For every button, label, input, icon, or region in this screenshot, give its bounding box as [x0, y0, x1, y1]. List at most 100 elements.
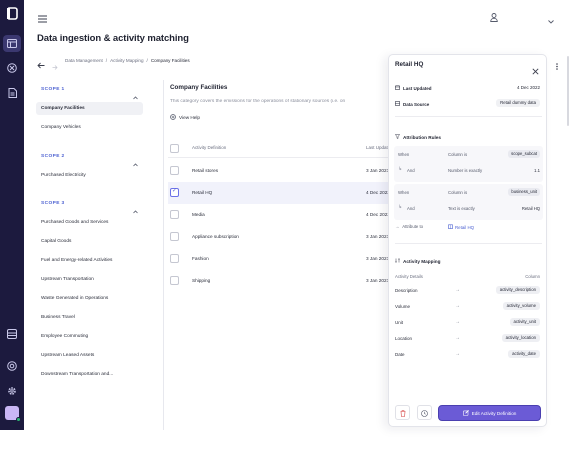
mapping-label: Description — [395, 288, 418, 293]
column-header-activity-definition[interactable]: Activity Definition — [192, 145, 227, 150]
database-icon[interactable] — [5, 327, 19, 341]
attribute-to-link[interactable]: Retail HQ — [448, 224, 474, 230]
last-updated-cell: 3 Jan 2023 — [366, 234, 390, 239]
chevron-down-icon[interactable] — [548, 11, 554, 29]
mapping-column-chip[interactable]: activity_volume — [502, 302, 540, 310]
table-icon[interactable] — [3, 35, 21, 52]
row-checkbox[interactable] — [170, 276, 179, 285]
row-checkbox-checked[interactable] — [170, 187, 179, 197]
table-row[interactable]: Fashion 3 Jan 2023 — [168, 248, 390, 270]
breadcrumb-current: Company Facilities — [150, 58, 190, 63]
nav-item-scope3[interactable]: Waste Generated in Operations — [41, 296, 109, 301]
panel-divider — [395, 116, 542, 117]
table-row[interactable]: Media 4 Dec 2022 — [168, 204, 390, 226]
history-button[interactable] — [417, 405, 432, 420]
chevron-up-icon[interactable] — [133, 154, 138, 172]
attribution-rules-heading: Attribution Rules — [394, 134, 441, 140]
delete-button[interactable] — [395, 405, 410, 420]
attribution-rule[interactable]: When Column is scope_subcat ↳ And Number… — [394, 146, 543, 182]
scrollbar[interactable] — [567, 56, 569, 126]
view-help-link[interactable]: View Help — [170, 114, 200, 121]
last-updated-cell: 3 Jan 2023 — [366, 256, 390, 261]
data-source-row: Data Source — [395, 101, 429, 107]
mapping-column-chip[interactable]: activity_description — [495, 286, 540, 294]
chevron-up-icon[interactable] — [133, 201, 138, 219]
menu-icon[interactable] — [38, 10, 47, 23]
last-updated-cell: 4 Dec 2022 — [366, 190, 390, 195]
help-icon[interactable] — [5, 359, 19, 373]
mapping-column-chip[interactable]: activity_unit — [509, 318, 540, 326]
rule-and: And — [407, 168, 415, 173]
detail-panel: Retail HQ Last Updated 4 Dec 2022 Data S… — [388, 54, 547, 427]
nav-item-scope3[interactable]: Purchased Goods and Services — [41, 220, 109, 225]
nav-item-scope3[interactable]: Downstream Transportation and... — [41, 372, 114, 377]
help-circle-icon — [170, 114, 176, 121]
nav-item-company-vehicles[interactable]: Company Vehicles — [41, 125, 81, 130]
nav-item-scope3[interactable]: Employee Commuting — [41, 334, 89, 339]
nav-item-scope3[interactable]: Upstream Transportation — [41, 277, 94, 282]
return-arrow-icon: ↳ — [398, 166, 403, 172]
mapping-icon — [395, 258, 400, 264]
nav-item-scope3[interactable]: Fuel and Energy-related Activities — [41, 258, 113, 263]
arrow-right-icon: → — [455, 319, 460, 325]
row-checkbox[interactable] — [170, 210, 179, 219]
database-icon — [395, 101, 401, 107]
edit-icon — [462, 409, 469, 417]
table-row[interactable]: Shipping 3 Jan 2023 — [168, 270, 390, 292]
rule-when: When — [398, 190, 410, 195]
more-options-icon[interactable] — [556, 57, 558, 75]
user-avatar[interactable] — [5, 406, 19, 420]
mapping-column-chip[interactable]: activity_date — [508, 350, 540, 358]
breadcrumb-item[interactable]: Data Management — [65, 58, 103, 63]
arrow-right-icon: → — [455, 303, 460, 309]
mapping-label: Date — [395, 352, 405, 357]
category-title: Company Facilities — [170, 84, 228, 91]
nav-item-purchased-electricity[interactable]: Purchased Electricity — [41, 173, 86, 178]
breadcrumb-item[interactable]: Activity Mapping — [110, 58, 144, 63]
logo-icon[interactable] — [6, 7, 18, 20]
gauge-icon[interactable] — [5, 61, 19, 75]
last-updated-cell: 3 Jan 2023 — [366, 168, 390, 173]
forward-arrow-icon[interactable] — [52, 57, 58, 75]
filter-icon — [394, 134, 401, 140]
return-arrow-icon: ↳ — [398, 204, 403, 210]
activity-definition-cell: Media — [192, 212, 205, 217]
rule-condition: Number is exactly — [448, 168, 483, 173]
column-header-last-updated[interactable]: Last Updated — [366, 145, 390, 150]
attribution-rule[interactable]: When Column is business_unit ↳ And Text … — [394, 184, 543, 220]
document-icon[interactable] — [5, 86, 19, 100]
attribute-to-label: Attribute to — [402, 224, 424, 229]
scope-3-heading[interactable]: SCOPE 3 — [41, 201, 65, 206]
table-row-selected[interactable]: Retail HQ 4 Dec 2022 — [168, 182, 390, 204]
settings-icon[interactable] — [5, 384, 19, 398]
rule-column-chip[interactable]: business_unit — [508, 188, 540, 196]
chevron-up-icon[interactable] — [133, 87, 138, 105]
panel-divider — [395, 243, 542, 244]
scope-1-heading[interactable]: SCOPE 1 — [41, 87, 65, 92]
scope-2-heading[interactable]: SCOPE 2 — [41, 154, 65, 159]
row-checkbox[interactable] — [170, 232, 179, 241]
arrow-right-icon: → — [455, 287, 460, 293]
last-updated-label: Last Updated — [403, 85, 432, 91]
user-icon[interactable] — [490, 9, 498, 27]
online-status-dot — [16, 417, 21, 422]
rule-when: When — [398, 152, 410, 157]
nav-item-company-facilities[interactable]: Company Facilities — [36, 102, 143, 115]
table-row[interactable]: Appliance subscription 3 Jan 2023 — [168, 226, 390, 248]
rule-column-chip[interactable]: scope_subcat — [508, 150, 540, 158]
edit-activity-definition-button[interactable]: Edit Activity Definition — [438, 405, 541, 421]
nav-item-scope3[interactable]: Upstream Leased Assets — [41, 353, 95, 358]
activity-mapping-title: Activity Mapping — [403, 258, 441, 264]
row-checkbox[interactable] — [170, 166, 179, 175]
select-all-checkbox[interactable] — [170, 144, 179, 153]
table-row[interactable]: Retail stores 3 Jan 2023 — [168, 160, 390, 182]
nav-item-scope3[interactable]: Business Travel — [41, 315, 75, 320]
clock-icon — [421, 404, 428, 422]
close-icon[interactable] — [532, 62, 539, 80]
last-updated-row: Last Updated — [395, 85, 432, 91]
row-checkbox[interactable] — [170, 254, 179, 263]
data-source-chip[interactable]: Retail dummy data — [496, 99, 540, 107]
back-arrow-icon[interactable] — [37, 56, 45, 74]
nav-item-scope3[interactable]: Capital Goods — [41, 239, 72, 244]
mapping-column-chip[interactable]: activity_location — [501, 334, 540, 342]
